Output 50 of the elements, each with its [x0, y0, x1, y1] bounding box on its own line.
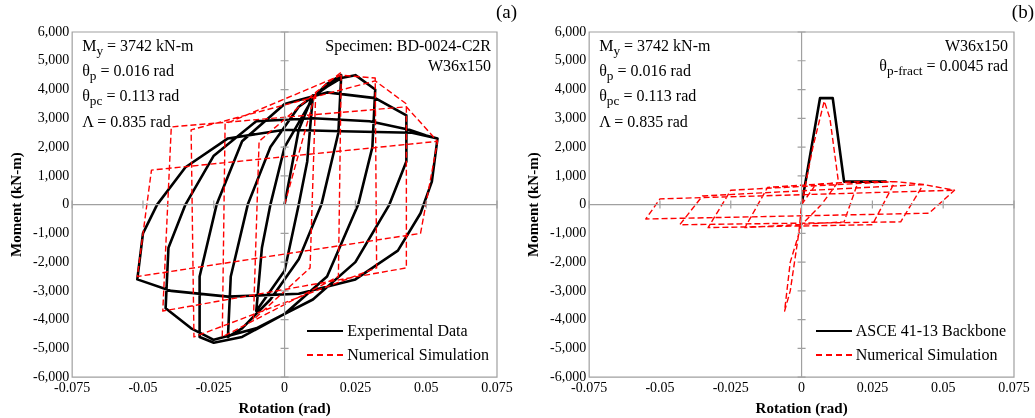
legend-label: Experimental Data	[347, 321, 468, 342]
chart-title: (a)	[495, 1, 517, 22]
x-tick-label: 0	[798, 380, 806, 396]
y-axis-title: Moment (kN-m)	[7, 152, 25, 257]
y-tick-label: -2,000	[32, 253, 70, 269]
y-tick-label: 5,000	[37, 52, 70, 68]
text: W36x150 θ$_{p-fract}$ = 0.0045 rad	[879, 37, 1008, 79]
chart-title: (b)	[1011, 1, 1034, 22]
y-tick-label: 1,000	[554, 167, 587, 183]
y-tick-label: 2,000	[554, 138, 587, 154]
x-tick-label: -0.025	[195, 380, 232, 396]
y-tick-label: 6,000	[37, 23, 70, 39]
text: M$_{y}$ = 3742 kN-m θ$_{p}$ = 0.016 rad θ$_{pc}$ = 0.113 rad Λ = 0.835 rad	[599, 37, 711, 130]
y-tick-label: -5,000	[549, 340, 587, 356]
y-tick-label: -3,000	[32, 282, 70, 298]
y-tick-label: 6,000	[554, 23, 587, 39]
x-tick-label: -0.05	[128, 380, 158, 396]
x-tick-label: 0.05	[930, 380, 956, 396]
y-tick-label: -2,000	[549, 253, 587, 269]
y-tick-label: 1,000	[37, 167, 70, 183]
y-tick-label: 2,000	[37, 138, 70, 154]
x-tick-label: -0.025	[712, 380, 749, 396]
x-tick-label: 0.025	[856, 380, 889, 396]
x-tick-label: -0.05	[645, 380, 675, 396]
legend-label: Numerical Simulation	[855, 345, 998, 366]
x-tick-label: 0.075	[481, 380, 513, 396]
y-tick-label: 3,000	[37, 109, 70, 125]
x-tick-label: 0.075	[998, 380, 1030, 396]
x-tick-label: 0.025	[339, 380, 372, 396]
y-tick-label: -5,000	[32, 340, 70, 356]
y-tick-label: -3,000	[549, 282, 587, 298]
y-tick-label: 4,000	[37, 81, 70, 97]
legend-label: ASCE 41-13 Backbone	[855, 321, 1006, 342]
y-tick-label: -1,000	[32, 225, 70, 241]
annotation: Specimen: BD-0024-C2R W36x150	[325, 36, 491, 76]
y-tick-label: 4,000	[554, 81, 587, 97]
y-tick-label: 3,000	[554, 109, 587, 125]
text: M$_{y}$ = 3742 kN-m θ$_{p}$ = 0.016 rad θ$_{pc}$ = 0.113 rad Λ = 0.835 rad	[82, 37, 194, 130]
legend-label: Numerical Simulation	[347, 345, 489, 366]
y-tick-label: 0	[62, 196, 70, 212]
x-tick-label: 0.05	[413, 380, 439, 396]
x-axis-title: Rotation (rad)	[238, 399, 331, 417]
y-axis-title: Moment (kN-m)	[524, 152, 542, 257]
y-tick-label: -4,000	[32, 311, 70, 327]
y-tick-label: 5,000	[554, 52, 587, 68]
y-tick-label: -1,000	[549, 225, 587, 241]
x-axis-title: Rotation (rad)	[755, 399, 848, 417]
x-tick-label: 0	[281, 380, 289, 396]
y-tick-label: -4,000	[549, 311, 587, 327]
y-tick-label: 0	[579, 196, 587, 212]
